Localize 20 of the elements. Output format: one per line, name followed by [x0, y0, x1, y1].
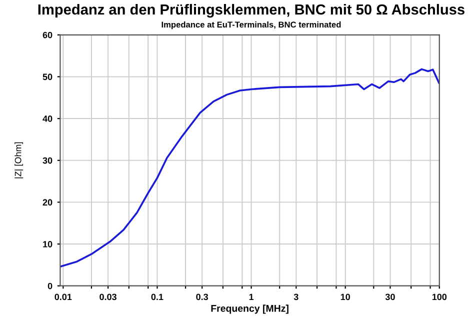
y-tick-label: 30	[42, 157, 52, 164]
y-tick-label: 60	[42, 32, 52, 38]
y-tick-label: 10	[43, 240, 52, 248]
y-tick-label: 40	[42, 116, 52, 122]
x-tick-label: 0.3	[196, 294, 208, 300]
x-tick-label: 10	[340, 294, 350, 300]
x-axis-title: Frequency [MHz]	[211, 304, 288, 314]
y-tick-label: 0	[48, 282, 52, 290]
x-tick-label: 1	[249, 294, 254, 300]
x-tick-label: 100	[432, 294, 447, 300]
chart-title: Impedanz an den Prüflingsklemmen, BNC mit 50 Ω Abschluss	[38, 4, 464, 18]
chart-subtitle: Impedance at EuT-Terminals, BNC terminated	[162, 21, 341, 30]
x-tick-label: 0.01	[54, 294, 72, 300]
x-tick-label: 30	[385, 294, 395, 300]
x-tick-label: 0.1	[151, 294, 164, 300]
x-tick-label: 0.03	[100, 294, 116, 300]
x-tick-label: 3	[294, 294, 298, 300]
y-tick-label: 50	[42, 74, 52, 80]
y-tick-label: 20	[42, 199, 52, 206]
y-axis-title: |Z| [Ohm]	[14, 142, 24, 178]
